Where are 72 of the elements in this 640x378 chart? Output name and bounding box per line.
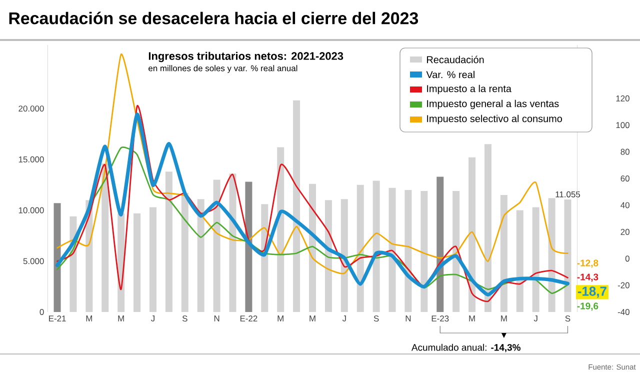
bar	[54, 203, 61, 312]
x-tick-label: S	[374, 316, 379, 322]
x-tick-label: J	[342, 316, 346, 322]
data-label: 11.055	[556, 191, 580, 198]
bar	[340, 199, 348, 312]
bar	[436, 176, 444, 312]
x-tick-label: M	[501, 316, 507, 322]
bar	[102, 163, 109, 312]
legend-label: Impuesto selectivo al consumo	[427, 114, 562, 124]
y2-tick-label: 20	[620, 228, 630, 235]
bar	[404, 190, 412, 312]
text: Acumulado anual: -14,3%	[411, 344, 520, 352]
x-tick-label: J	[534, 316, 538, 322]
y2-tick-label: 40	[620, 202, 630, 208]
x-tick-label: S	[565, 316, 570, 322]
bar	[452, 190, 460, 312]
legend-label: Impuesto a la renta	[427, 84, 512, 94]
y-tick-label: 15.000	[18, 156, 44, 162]
bar	[165, 172, 172, 312]
chart-title: Recaudación se desacelera hacia el cierre del 2023	[9, 12, 418, 24]
data-label: -19,6	[577, 302, 598, 311]
text: -12,8	[577, 260, 598, 268]
bar	[293, 100, 300, 312]
bar	[516, 210, 524, 312]
bar	[372, 180, 380, 312]
legend-label: Recaudación	[427, 56, 484, 64]
x-tick-label: M	[469, 316, 475, 322]
x-tick-label: E-21	[49, 316, 66, 322]
x-tick-label: N	[214, 316, 220, 322]
bar	[484, 144, 492, 312]
legend-label: Var. % real	[426, 70, 474, 78]
y2-tick-label: 0	[625, 256, 630, 262]
x-tick-label: E-23	[432, 316, 449, 322]
bar	[356, 184, 364, 312]
data-label: -14,3	[577, 274, 598, 282]
x-tick-label: E-22	[240, 316, 258, 322]
bar	[309, 184, 316, 312]
y2-tick-label: 80	[620, 148, 630, 155]
bar	[388, 188, 396, 312]
x-tick-label: M	[86, 316, 92, 322]
bar	[134, 213, 141, 312]
bar	[468, 157, 476, 312]
bar	[500, 195, 508, 312]
bar	[564, 200, 572, 312]
y-tick-label: 20.000	[18, 106, 44, 112]
bar	[149, 207, 156, 312]
bar	[420, 190, 428, 312]
bar	[213, 180, 220, 312]
bar	[532, 207, 540, 312]
x-tick-label: M	[118, 316, 124, 322]
text: Ingresos tributarios netos: 2021-2023	[148, 52, 344, 62]
legend-label: Impuesto general a las ventas	[427, 100, 559, 110]
annotation: en millones de soles y var. % real anual	[148, 65, 298, 73]
x-tick-label: N	[406, 316, 411, 322]
bar	[181, 192, 188, 312]
y2-tick-label: -40	[618, 309, 630, 315]
bar	[197, 199, 204, 312]
x-tick-label: J	[150, 316, 154, 322]
x-tick-label: M	[278, 316, 284, 322]
y2-tick-label: 60	[620, 176, 630, 182]
y2-tick-label: 100	[616, 122, 630, 128]
bar	[229, 174, 236, 312]
data-label: -18,7	[578, 286, 606, 298]
x-tick-label: S	[182, 316, 188, 322]
bar	[277, 147, 284, 312]
y-tick-label: 5.000	[23, 258, 44, 264]
y-tick-label: 0	[40, 309, 44, 315]
y2-tick-label: -20	[618, 282, 630, 288]
bar	[245, 182, 252, 312]
y2-tick-label: 120	[616, 95, 630, 102]
x-tick-label: M	[310, 316, 316, 322]
y-tick-label: 10.000	[18, 207, 44, 214]
